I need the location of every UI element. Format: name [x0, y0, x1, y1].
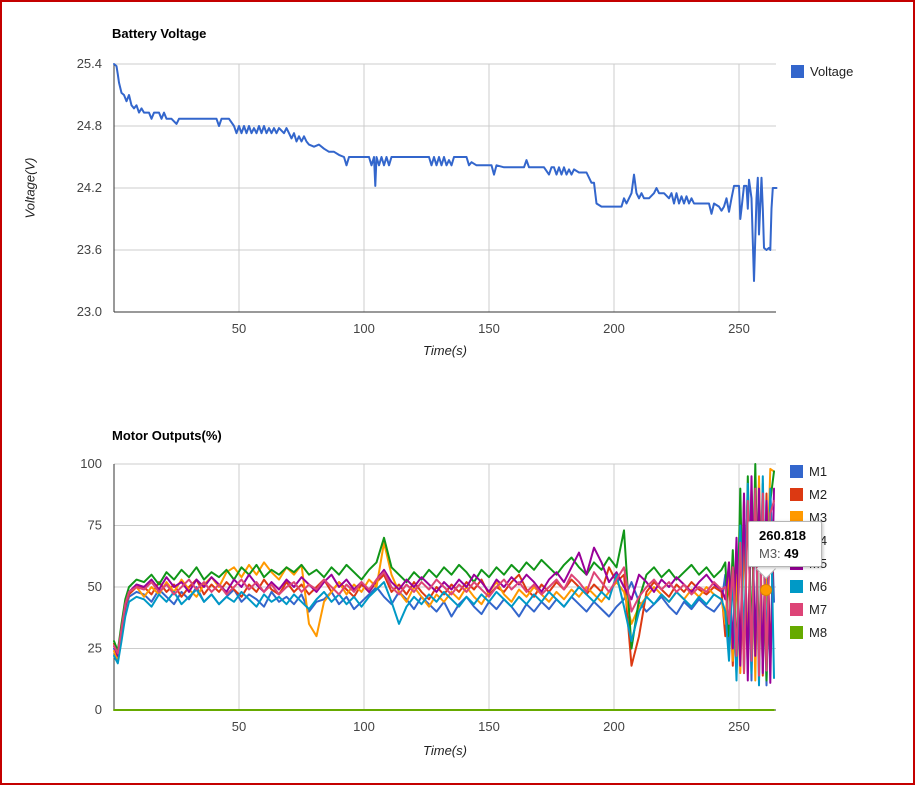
tooltip-x-value: 260.818: [759, 528, 806, 543]
svg-text:150: 150: [478, 719, 500, 734]
tooltip-series-label: M3:: [759, 546, 781, 561]
legend-item-m7[interactable]: M7: [790, 602, 827, 617]
svg-text:50: 50: [232, 321, 246, 336]
svg-text:24.8: 24.8: [77, 118, 102, 133]
motor-outputs-title: Motor Outputs(%): [112, 428, 222, 443]
m7-legend-label: M7: [809, 602, 828, 617]
voltage-y-axis-title: Voltage(V): [22, 157, 38, 219]
svg-text:0: 0: [95, 702, 102, 717]
tooltip-series-value: 49: [784, 546, 799, 561]
legend-item-m8[interactable]: M8: [790, 625, 827, 640]
hover-point-dot: [760, 584, 772, 596]
svg-text:100: 100: [353, 719, 375, 734]
motor-x-axis-title: Time(s): [423, 743, 467, 758]
legend-item-m6[interactable]: M6: [790, 579, 827, 594]
svg-text:150: 150: [478, 321, 500, 336]
voltage-legend-label: Voltage: [810, 64, 854, 79]
svg-text:50: 50: [88, 579, 102, 594]
m3-legend-swatch: [790, 511, 803, 524]
svg-text:23.0: 23.0: [77, 304, 102, 319]
svg-text:100: 100: [353, 321, 375, 336]
m8-legend-label: M8: [809, 625, 828, 640]
legend-item-m1[interactable]: M1: [790, 464, 827, 479]
voltage-x-axis-title: Time(s): [423, 343, 467, 358]
tooltip-series-line: M3: 49: [759, 546, 811, 561]
legend-item-voltage[interactable]: Voltage: [791, 64, 853, 79]
svg-text:24.2: 24.2: [77, 180, 102, 195]
svg-text:23.6: 23.6: [77, 242, 102, 257]
m1-legend-swatch: [790, 465, 803, 478]
m7-legend-swatch: [790, 603, 803, 616]
tooltip: 260.818 M3: 49: [748, 521, 822, 567]
voltage-legend-swatch: [791, 65, 804, 78]
svg-text:200: 200: [603, 719, 625, 734]
m1-legend-label: M1: [809, 464, 828, 479]
battery-voltage-title: Battery Voltage: [112, 26, 207, 41]
m2-legend-label: M2: [809, 487, 828, 502]
legend-item-m2[interactable]: M2: [790, 487, 827, 502]
battery-voltage-plot[interactable]: 50 100 150 200 250 25.4 24.8 24.2 23.6 23.0: [2, 42, 918, 377]
svg-text:75: 75: [88, 518, 102, 533]
svg-text:250: 250: [728, 719, 750, 734]
svg-text:250: 250: [728, 321, 750, 336]
svg-text:25: 25: [88, 641, 102, 656]
svg-text:200: 200: [603, 321, 625, 336]
m6-legend-label: M6: [809, 579, 828, 594]
svg-text:100: 100: [80, 456, 102, 471]
m6-legend-swatch: [790, 580, 803, 593]
m2-legend-swatch: [790, 488, 803, 501]
svg-text:25.4: 25.4: [77, 56, 102, 71]
m8-legend-swatch: [790, 626, 803, 639]
svg-text:50: 50: [232, 719, 246, 734]
